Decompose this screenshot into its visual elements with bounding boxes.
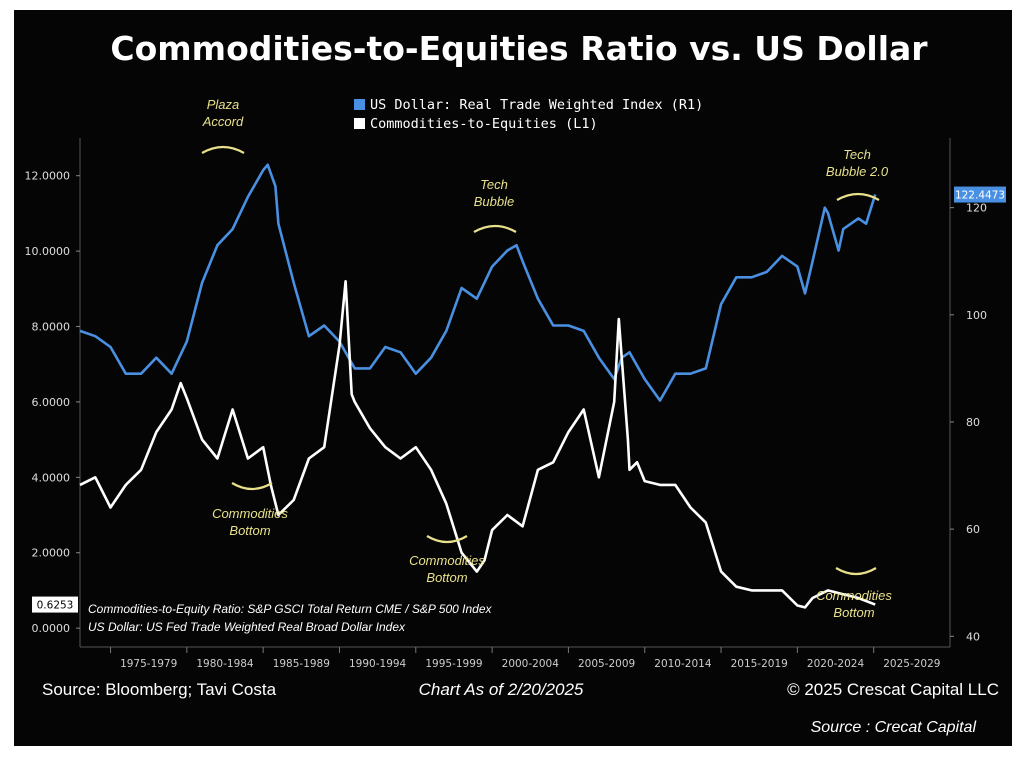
annotation-label: Commodities: [212, 506, 288, 521]
annotation-arc: [201, 145, 245, 154]
annotation-label: Tech: [480, 177, 508, 192]
x-tick-label: 2025-2029: [883, 658, 940, 670]
annotation-arc: [231, 482, 273, 491]
dollar-last-value-tag: [954, 186, 1006, 203]
annotation-label: Bottom: [833, 605, 874, 620]
annotation-label: Commodities: [409, 553, 485, 568]
legend-label: Commodities-to-Equities (L1): [370, 116, 598, 132]
x-tick-label: 1975-1979: [120, 658, 177, 670]
ratio-last-value-tag: [32, 596, 78, 613]
annotation-label: Bottom: [229, 523, 270, 538]
footer-source: Source: Bloomberg; Tavi Costa: [42, 680, 277, 699]
right-tick-label: 100: [966, 309, 987, 322]
left-tick-label: 10.0000: [25, 245, 71, 258]
footer-date: Chart As of 2/20/2025: [419, 680, 584, 699]
chart-svg: Commodities-to-Equities Ratio vs. US Dol…: [14, 10, 1012, 746]
footer-copyright: © 2025 Crescat Capital LLC: [787, 680, 999, 699]
annotation-label: Plaza: [207, 97, 240, 112]
left-tick-label: 6.0000: [32, 396, 71, 409]
annotation-label: Accord: [202, 114, 244, 129]
legend-swatch: [354, 118, 365, 129]
annotation-label: Tech: [843, 147, 871, 162]
annotation-label: Bottom: [426, 570, 467, 585]
x-tick-label: 2015-2019: [731, 658, 788, 670]
ratio-last-value-label: 0.6253: [37, 600, 74, 612]
right-tick-label: 120: [966, 202, 987, 215]
image-credit: Source : Crecat Capital: [811, 719, 977, 736]
chart-title: Commodities-to-Equities Ratio vs. US Dol…: [110, 29, 928, 68]
series-line-commodities-equities: [79, 279, 876, 609]
annotation-arc: [426, 535, 468, 544]
x-tick-label: 1980-1984: [196, 658, 254, 670]
left-tick-label: 8.0000: [32, 321, 71, 334]
annotation-arc: [835, 567, 877, 576]
annotation-arc: [473, 224, 517, 233]
left-tick-label: 2.0000: [32, 547, 71, 560]
chart-note: US Dollar: US Fed Trade Weighted Real Br…: [88, 620, 406, 634]
series-line-us-dollar: [79, 163, 877, 402]
left-tick-label: 12.0000: [25, 170, 71, 183]
chart-frame: Commodities-to-Equities Ratio vs. US Dol…: [14, 10, 1012, 746]
legend-label: US Dollar: Real Trade Weighted Index (R1…: [370, 97, 703, 113]
annotation-label: Commodities: [816, 588, 892, 603]
x-tick-label: 1990-1994: [349, 658, 407, 670]
annotation-label: Bubble: [474, 194, 514, 209]
annotation-label: Bubble 2.0: [826, 164, 889, 179]
chart-note: Commodities-to-Equity Ratio: S&P GSCI To…: [88, 602, 493, 616]
x-tick-label: 1995-1999: [425, 658, 482, 670]
left-tick-label: 4.0000: [32, 471, 71, 484]
x-tick-label: 2000-2004: [502, 658, 560, 670]
x-tick-label: 2020-2024: [807, 658, 865, 670]
right-tick-label: 60: [966, 523, 980, 536]
x-tick-label: 1985-1989: [273, 658, 330, 670]
annotation-arc: [836, 192, 880, 201]
x-tick-label: 2010-2014: [654, 658, 712, 670]
legend-swatch: [354, 99, 365, 110]
dollar-last-value-label: 122.4473: [955, 190, 1005, 202]
x-tick-label: 2005-2009: [578, 658, 635, 670]
left-tick-label: 0.0000: [32, 622, 71, 635]
right-tick-label: 80: [966, 416, 980, 429]
right-tick-label: 40: [966, 630, 980, 643]
